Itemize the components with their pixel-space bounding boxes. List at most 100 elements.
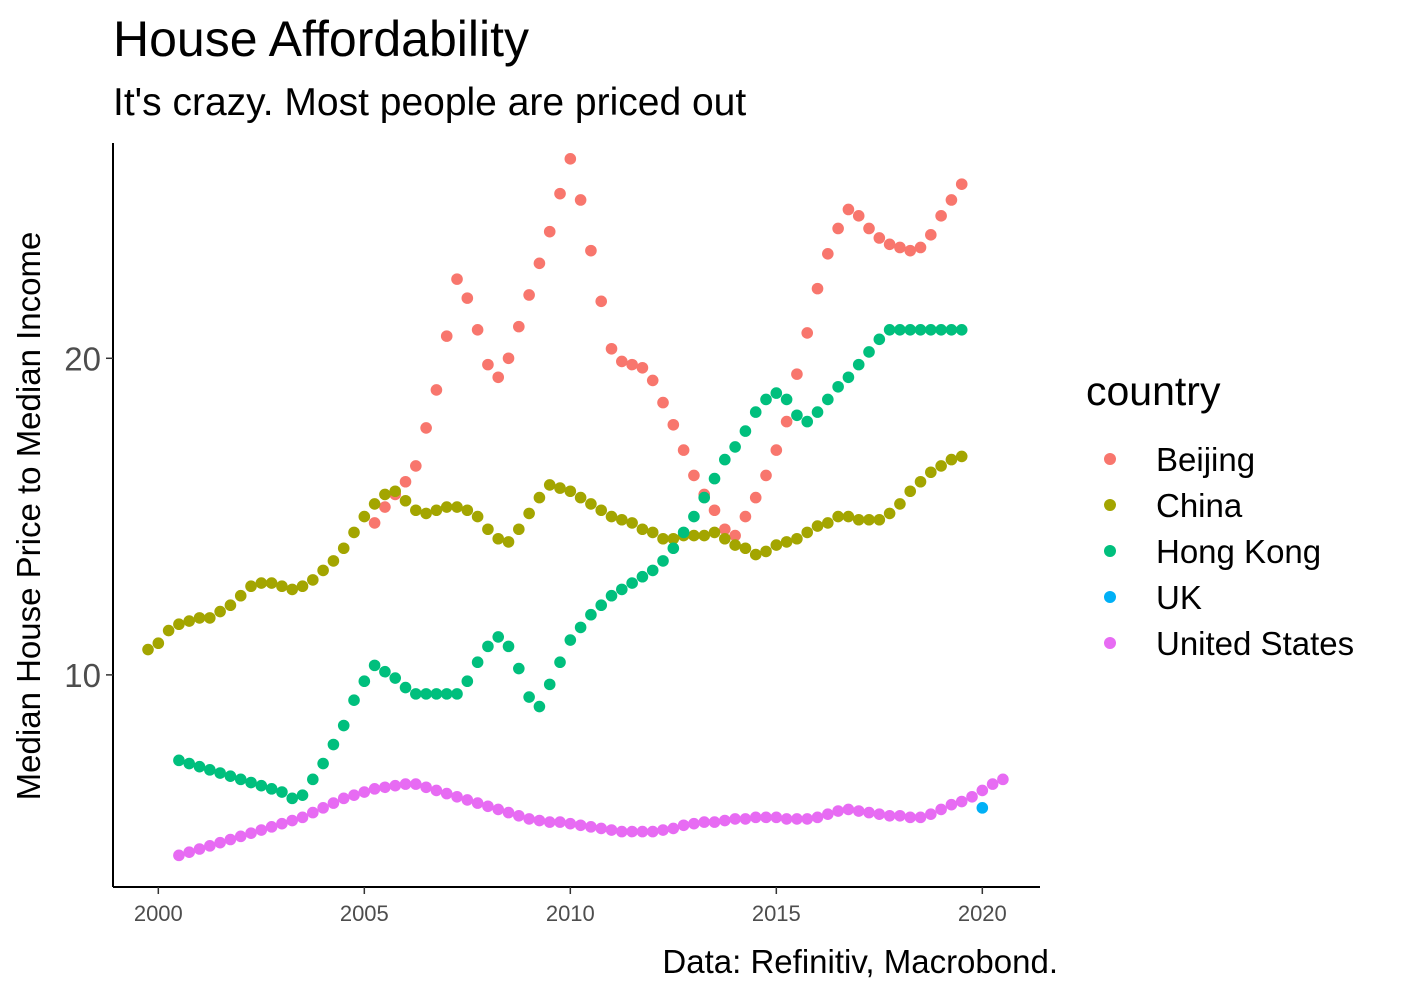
data-point-united-states bbox=[482, 800, 494, 813]
data-point-united-states bbox=[997, 773, 1009, 786]
legend-key-united-states bbox=[1104, 637, 1116, 649]
data-point-china bbox=[204, 612, 216, 624]
data-point-beijing bbox=[811, 282, 824, 295]
data-point-hong-kong bbox=[739, 425, 752, 437]
data-point-united-states bbox=[791, 813, 803, 825]
data-point-hong-kong bbox=[327, 738, 340, 751]
data-point-china bbox=[358, 510, 371, 523]
data-point-china bbox=[852, 513, 865, 526]
data-point-china bbox=[636, 523, 649, 536]
data-point-beijing bbox=[780, 415, 793, 428]
x-tick-label: 2000 bbox=[134, 901, 183, 926]
data-point-hong-kong bbox=[894, 323, 906, 336]
data-point-hong-kong bbox=[616, 583, 628, 596]
data-point-hong-kong bbox=[492, 631, 505, 643]
data-point-china bbox=[667, 532, 680, 545]
data-point-china bbox=[770, 539, 783, 551]
data-point-china bbox=[265, 577, 278, 589]
data-point-hong-kong bbox=[770, 387, 783, 399]
data-point-beijing bbox=[564, 153, 577, 165]
data-point-china bbox=[533, 491, 546, 504]
data-point-hong-kong bbox=[657, 555, 669, 567]
data-point-beijing bbox=[595, 295, 608, 308]
data-point-china bbox=[894, 498, 906, 510]
data-point-united-states bbox=[636, 825, 649, 838]
series-united-states bbox=[173, 773, 1009, 862]
data-point-beijing bbox=[430, 384, 443, 396]
data-point-china bbox=[595, 504, 608, 517]
data-point-beijing bbox=[368, 517, 381, 529]
data-point-united-states bbox=[410, 778, 422, 790]
data-point-hong-kong bbox=[832, 380, 844, 393]
data-point-beijing bbox=[626, 358, 638, 371]
data-point-beijing bbox=[440, 330, 453, 342]
data-point-united-states bbox=[523, 813, 535, 825]
data-point-hong-kong bbox=[296, 789, 309, 801]
data-point-united-states bbox=[574, 819, 587, 832]
data-point-united-states bbox=[688, 817, 700, 830]
data-point-united-states bbox=[914, 811, 927, 824]
data-point-hong-kong bbox=[935, 323, 947, 336]
data-point-united-states bbox=[399, 778, 412, 790]
data-point-hong-kong bbox=[749, 406, 762, 418]
data-point-united-states bbox=[420, 781, 432, 794]
data-point-united-states bbox=[770, 811, 783, 824]
y-tick-label: 20 bbox=[64, 340, 101, 377]
legend-key-hong-kong bbox=[1104, 545, 1116, 557]
data-point-united-states bbox=[883, 809, 896, 822]
data-point-united-states bbox=[646, 825, 659, 838]
data-point-hong-kong bbox=[451, 688, 463, 700]
data-point-beijing bbox=[533, 257, 546, 270]
data-point-united-states bbox=[440, 787, 453, 800]
data-point-united-states bbox=[657, 824, 669, 836]
plot-area: 2000 2005 2010 2015 2020 10 20 bbox=[64, 143, 1040, 926]
data-point-united-states bbox=[564, 817, 577, 830]
data-point-hong-kong bbox=[626, 577, 638, 589]
data-point-china bbox=[925, 466, 937, 479]
data-point-china bbox=[461, 504, 474, 517]
data-point-china bbox=[173, 618, 185, 631]
data-point-united-states bbox=[945, 798, 958, 811]
x-tick-label: 2010 bbox=[546, 901, 595, 926]
data-point-united-states bbox=[677, 819, 690, 832]
legend-key-uk bbox=[1104, 591, 1116, 603]
data-point-china bbox=[317, 564, 329, 577]
data-point-united-states bbox=[729, 813, 741, 825]
data-point-united-states bbox=[801, 813, 814, 825]
data-point-hong-kong bbox=[667, 542, 680, 555]
data-point-hong-kong bbox=[564, 634, 577, 646]
data-point-united-states bbox=[616, 825, 628, 838]
data-point-beijing bbox=[770, 444, 783, 456]
data-point-hong-kong bbox=[904, 323, 917, 336]
data-point-hong-kong bbox=[173, 754, 185, 767]
data-point-hong-kong bbox=[585, 608, 597, 621]
data-point-beijing bbox=[729, 529, 741, 542]
data-point-united-states bbox=[533, 814, 546, 827]
data-point-hong-kong bbox=[502, 640, 515, 653]
data-point-china bbox=[791, 532, 803, 545]
data-point-hong-kong bbox=[265, 783, 278, 795]
data-point-united-states bbox=[554, 816, 566, 828]
data-point-hong-kong bbox=[791, 409, 803, 422]
legend-key-china bbox=[1104, 499, 1116, 511]
data-point-beijing bbox=[646, 374, 659, 387]
data-point-beijing bbox=[863, 222, 875, 235]
data-point-united-states bbox=[492, 803, 505, 816]
data-point-united-states bbox=[337, 792, 350, 805]
data-point-united-states bbox=[749, 811, 762, 824]
data-point-united-states bbox=[173, 849, 185, 862]
data-point-china bbox=[471, 510, 484, 523]
data-point-united-states bbox=[451, 790, 463, 803]
data-point-china bbox=[193, 612, 206, 624]
data-point-hong-kong bbox=[410, 688, 422, 700]
data-point-united-states bbox=[234, 830, 247, 843]
data-point-hong-kong bbox=[337, 719, 350, 732]
legend: country Beijing China Hong Kong UK United St… bbox=[1086, 368, 1354, 662]
data-point-china bbox=[739, 542, 752, 555]
data-point-china bbox=[276, 580, 288, 593]
data-point-china bbox=[646, 526, 659, 539]
legend-items: Beijing China Hong Kong UK United States bbox=[1104, 441, 1354, 662]
data-point-beijing bbox=[708, 504, 721, 517]
data-point-hong-kong bbox=[646, 564, 659, 577]
data-point-united-states bbox=[605, 824, 618, 836]
